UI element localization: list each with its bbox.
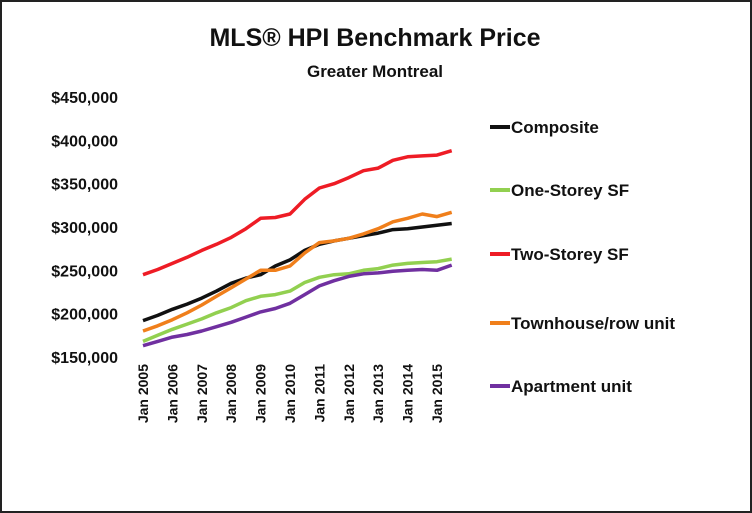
x-tick-label: Jan 2007 — [194, 364, 210, 423]
line-series — [142, 210, 453, 333]
chart-title: MLS® HPI Benchmark Price — [209, 24, 540, 52]
legend-label: Townhouse/row unit — [511, 314, 675, 333]
legend-label: One-Storey SF — [511, 181, 629, 200]
line-series — [142, 263, 453, 348]
x-tick-label: Jan 2010 — [282, 364, 298, 423]
chart-subtitle: Greater Montreal — [307, 62, 443, 81]
line-series — [142, 257, 453, 344]
x-tick-label: Jan 2006 — [164, 364, 180, 423]
x-tick-label: Jan 2009 — [253, 364, 269, 423]
legend-label: Two-Storey SF — [511, 245, 629, 264]
x-tick-label: Jan 2013 — [370, 364, 386, 423]
x-tick-label: Jan 2014 — [400, 364, 416, 423]
y-tick-label: $400,000 — [51, 133, 118, 150]
x-tick-label: Jan 2015 — [429, 364, 445, 423]
x-tick-label: Jan 2012 — [341, 364, 357, 423]
y-tick-label: $250,000 — [51, 263, 118, 280]
x-tick-label: Jan 2008 — [223, 364, 239, 423]
y-tick-label: $150,000 — [51, 350, 118, 367]
x-tick-label: Jan 2011 — [311, 364, 327, 423]
y-tick-label: $450,000 — [51, 90, 118, 107]
line-series — [142, 149, 453, 277]
legend-label: Composite — [511, 118, 599, 137]
y-tick-label: $200,000 — [51, 307, 118, 324]
y-tick-label: $300,000 — [51, 220, 118, 237]
line-series — [142, 221, 452, 323]
x-tick-label: Jan 2005 — [135, 364, 151, 423]
legend-label: Apartment unit — [511, 377, 632, 396]
y-tick-label: $350,000 — [51, 177, 118, 194]
